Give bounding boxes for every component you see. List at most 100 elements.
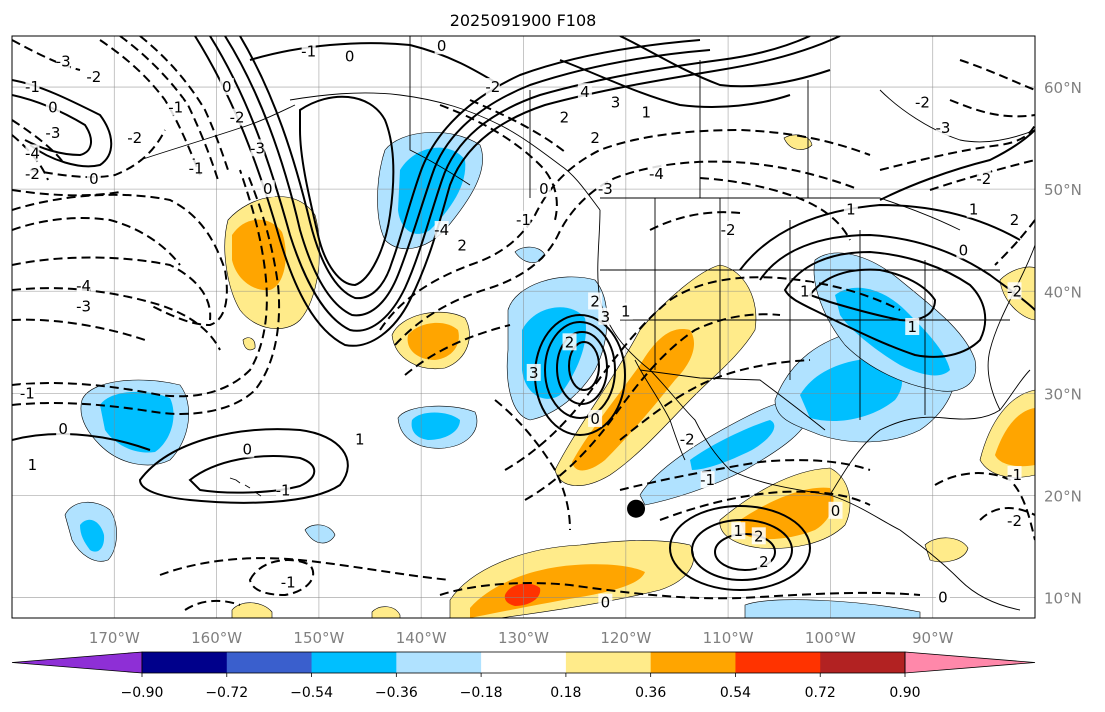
contour-solid-tropical-2 bbox=[691, 519, 793, 581]
contour-label-bg bbox=[25, 455, 40, 473]
contour-dashed-36 bbox=[649, 211, 741, 231]
contour-dashed-24 bbox=[439, 582, 921, 600]
lon-tick-label: 160°W bbox=[191, 629, 242, 647]
contour-label-bg bbox=[168, 98, 183, 116]
contour-label: -2 bbox=[230, 109, 245, 127]
shade-neg-west-pacific-core bbox=[80, 519, 105, 552]
contour-label-bg bbox=[352, 430, 367, 448]
contour-label-bg bbox=[639, 103, 654, 121]
contour-label: -2 bbox=[25, 165, 40, 183]
contour-label-bg bbox=[797, 282, 812, 300]
shade-pos-baja-band-core bbox=[572, 329, 695, 471]
contour-label: -3 bbox=[935, 119, 950, 137]
contour-label: 0 bbox=[89, 170, 99, 188]
shade-neg-small-2 bbox=[304, 524, 336, 544]
contour-label: 2 bbox=[754, 527, 764, 545]
contour-label-bg bbox=[86, 67, 101, 85]
contour-label-bg bbox=[598, 593, 613, 611]
contour-dashed-11 bbox=[29, 129, 166, 179]
storm-center-dot bbox=[627, 499, 646, 518]
contour-label: -2 bbox=[915, 93, 930, 111]
contour-label-bg bbox=[828, 501, 843, 519]
border-us-mexico bbox=[639, 369, 826, 431]
contour-dashed-4 bbox=[12, 318, 146, 341]
contour-label-bg bbox=[240, 440, 255, 458]
contour-dashed-35 bbox=[699, 177, 851, 241]
contour-label: 0 bbox=[222, 78, 232, 96]
contour-label: 1 bbox=[621, 303, 631, 321]
contour-solid-loop-ne-pacific bbox=[299, 95, 395, 287]
shade-neg-bottom bbox=[744, 599, 921, 618]
contour-label-bg bbox=[562, 333, 577, 351]
contour-label: -4 bbox=[25, 144, 40, 162]
contour-label: 2 bbox=[560, 109, 570, 127]
contour-label: 0 bbox=[58, 420, 68, 438]
contour-label: -2 bbox=[680, 430, 695, 448]
contour-label-bg bbox=[56, 52, 71, 70]
contour-solid-central-pacific-1 bbox=[138, 428, 349, 504]
contour-dashed-10 bbox=[139, 36, 229, 171]
coast-gulf bbox=[829, 369, 1031, 496]
contour-label-bg bbox=[45, 98, 60, 116]
contour-label-bg bbox=[219, 78, 234, 96]
lon-tick-label: 170°W bbox=[89, 629, 140, 647]
contour-label-bg bbox=[966, 200, 981, 218]
contour-label: -2 bbox=[86, 68, 101, 86]
shade-pos-central-america-core bbox=[740, 487, 834, 540]
contour-label-bg bbox=[751, 527, 766, 545]
contour-label-bg bbox=[905, 318, 920, 335]
contour-label-bg bbox=[76, 277, 91, 295]
contour-label: 0 bbox=[263, 180, 273, 198]
contour-label: 2 bbox=[1010, 211, 1020, 229]
contour-label: -1 bbox=[301, 42, 316, 60]
contour-label: -2 bbox=[976, 170, 991, 188]
contour-label-bg bbox=[956, 241, 971, 259]
latitude-tick-labels: 60°N 50°N 40°N 30°N 20°N 10°N bbox=[1044, 79, 1082, 608]
colorbar-segment bbox=[565, 652, 652, 673]
contour-label: 3 bbox=[529, 364, 539, 382]
contour-label: 0 bbox=[345, 47, 355, 65]
contour-dashed-37 bbox=[12, 39, 81, 71]
coast-alaska bbox=[289, 92, 601, 211]
lon-tick-label: 140°W bbox=[396, 629, 447, 647]
contour-label-bg bbox=[843, 200, 858, 218]
map-frame bbox=[11, 35, 1036, 619]
contour-solid-ridge-4 bbox=[239, 36, 701, 300]
contour-label: 1 bbox=[846, 201, 856, 219]
contour-label: 0 bbox=[938, 589, 948, 607]
border-states-2 bbox=[600, 269, 1010, 321]
lon-tick-label: 150°W bbox=[293, 629, 344, 647]
coast-hudson bbox=[879, 89, 1035, 143]
contour-dashed-17 bbox=[469, 99, 566, 153]
contour-label: 0 bbox=[539, 180, 549, 198]
lat-tick-label: 30°N bbox=[1044, 385, 1082, 403]
contour-label: 2 bbox=[457, 236, 467, 254]
lon-tick-label: 110°W bbox=[703, 629, 754, 647]
colorbar-label: 0.90 bbox=[889, 685, 920, 701]
contour-label-bg bbox=[25, 78, 40, 96]
contour-dashed-31 bbox=[959, 59, 1035, 91]
contour-label: 1 bbox=[800, 282, 810, 300]
lat-tick-label: 10°N bbox=[1044, 590, 1082, 608]
colorbar-segment bbox=[650, 652, 736, 673]
colorbar-segment bbox=[820, 652, 906, 673]
contour-label: -1 bbox=[700, 471, 715, 489]
contour-dashed-29 bbox=[879, 124, 1035, 171]
contour-label-bg bbox=[250, 139, 265, 157]
contour-label: 2 bbox=[565, 333, 575, 351]
contour-label-bg bbox=[189, 159, 204, 177]
contour-solid-eastus-4 bbox=[739, 203, 1021, 271]
contour-label-bg bbox=[25, 144, 40, 162]
lon-tick-label: 90°W bbox=[912, 629, 954, 647]
contour-dashed-26 bbox=[248, 559, 315, 597]
contour-label: -1 bbox=[168, 98, 183, 116]
contour-dashed-2 bbox=[12, 256, 212, 321]
contour-label-bg bbox=[598, 307, 613, 325]
contour-label: -3 bbox=[56, 53, 71, 71]
contour-label-bg bbox=[56, 420, 71, 438]
contour-label-bg bbox=[1007, 466, 1022, 484]
colorbar-extend-low bbox=[11, 651, 143, 674]
contour-dashed-34 bbox=[979, 507, 1035, 521]
contour-label-bg bbox=[1007, 282, 1022, 300]
contour-label: -3 bbox=[250, 139, 265, 157]
